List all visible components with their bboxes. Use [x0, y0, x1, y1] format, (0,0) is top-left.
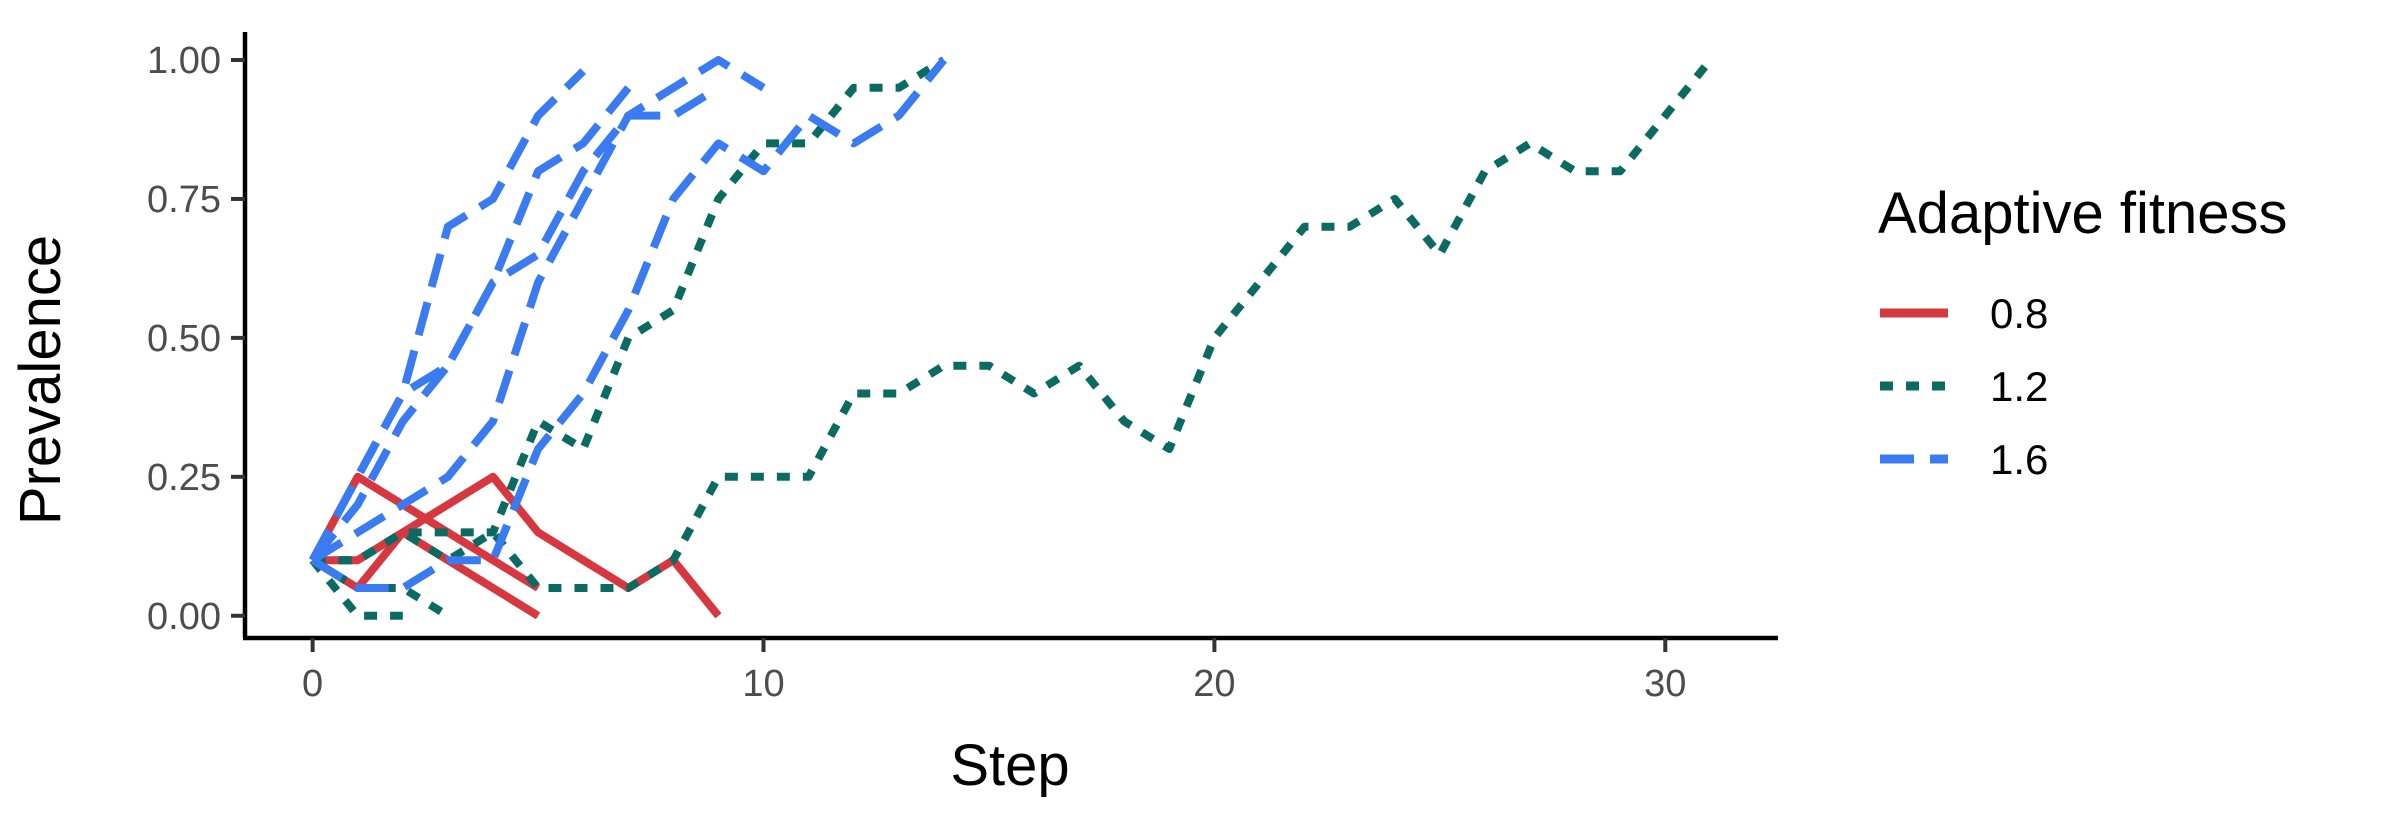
- y-tick-label: 0.50: [147, 318, 221, 360]
- series-line-1-6-8: [309, 68, 587, 563]
- series-line-1-2-7: [312, 57, 1714, 592]
- x-tick-label: 10: [742, 663, 784, 705]
- series-line-1-6-10: [309, 84, 721, 563]
- x-tick-label: 30: [1644, 663, 1686, 705]
- lines-layer: [309, 56, 1714, 620]
- x-axis-title: Step: [950, 733, 1069, 798]
- series-line-1-6-12: [310, 57, 948, 592]
- y-tick-label: 0.75: [147, 179, 221, 221]
- legend-entries: 0.8 1.2 1.6: [1880, 290, 2048, 483]
- series-line-1-2-6: [312, 56, 946, 565]
- y-tick-label: 0.00: [147, 596, 221, 638]
- axes-layer: 0.00 0.25 0.50 0.75 1.00 0 10 20 30: [147, 32, 1778, 705]
- legend-label-0-8: 0.8: [1990, 290, 2048, 337]
- y-axis-title: Prevalence: [8, 235, 73, 525]
- y-tick-label: 1.00: [147, 40, 221, 82]
- series-line-1-6-11: [310, 56, 766, 564]
- series-line-1-6-9: [309, 85, 632, 563]
- legend-label-1-2: 1.2: [1990, 363, 2048, 410]
- y-tick-label: 0.25: [147, 457, 221, 499]
- legend-title: Adaptive fitness: [1878, 181, 2287, 246]
- x-tick-label: 0: [302, 663, 323, 705]
- x-tick-label: 20: [1193, 663, 1235, 705]
- legend: Adaptive fitness 0.8 1.2 1.6: [1878, 181, 2287, 483]
- legend-label-1-6: 1.6: [1990, 436, 2048, 483]
- series-line-0-8-3: [310, 528, 541, 620]
